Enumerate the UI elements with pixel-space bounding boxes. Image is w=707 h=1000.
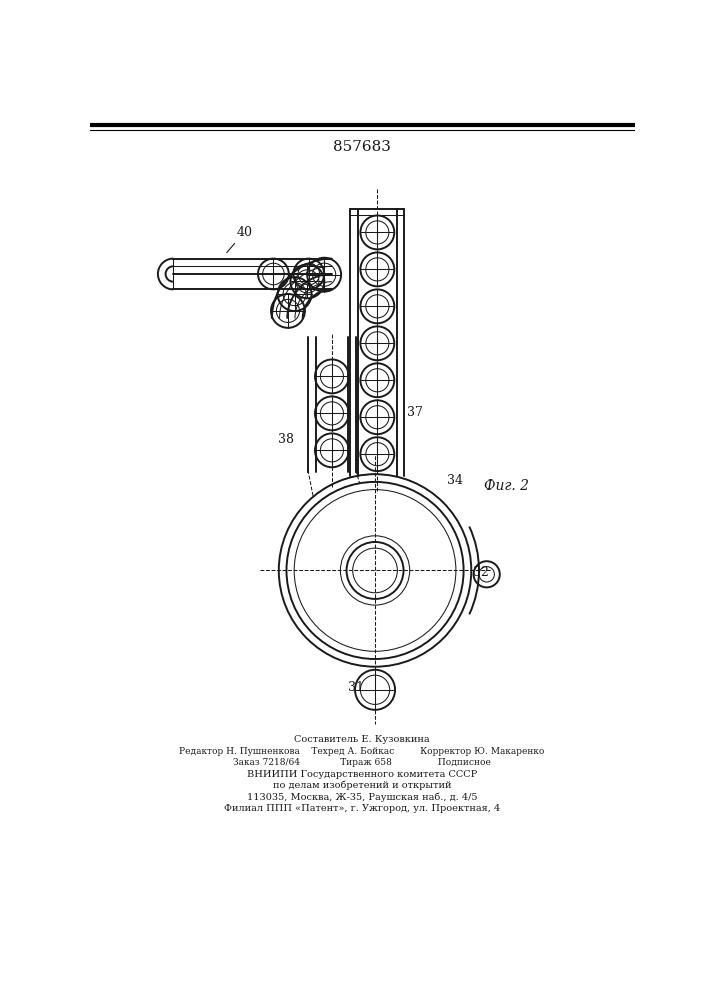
Text: ВНИИПИ Государственного комитета СССР: ВНИИПИ Государственного комитета СССР: [247, 770, 477, 779]
Text: Филиал ППП «Патент», г. Ужгород, ул. Проектная, 4: Филиал ППП «Патент», г. Ужгород, ул. Про…: [224, 804, 500, 813]
Text: 38: 38: [278, 433, 294, 446]
Text: 857683: 857683: [333, 140, 391, 154]
Text: Фиг. 2: Фиг. 2: [484, 479, 530, 493]
Text: 31: 31: [348, 681, 364, 694]
Text: 37: 37: [407, 406, 423, 419]
Text: Заказ 7218/64              Тираж 658                Подписное: Заказ 7218/64 Тираж 658 Подписное: [233, 758, 491, 767]
Text: 34: 34: [447, 474, 462, 487]
Text: 40: 40: [227, 226, 252, 253]
Text: Редактор Н. Пушненкова    Техред А. Бойкас         Корректор Ю. Макаренко: Редактор Н. Пушненкова Техред А. Бойкас …: [180, 747, 544, 756]
Text: 113035, Москва, Ж-35, Раушская наб., д. 4/5: 113035, Москва, Ж-35, Раушская наб., д. …: [247, 792, 477, 802]
Text: 32: 32: [473, 566, 489, 579]
Text: по делам изобретений и открытий: по делам изобретений и открытий: [273, 781, 451, 790]
Text: Составитель Е. Кузовкина: Составитель Е. Кузовкина: [294, 735, 430, 744]
